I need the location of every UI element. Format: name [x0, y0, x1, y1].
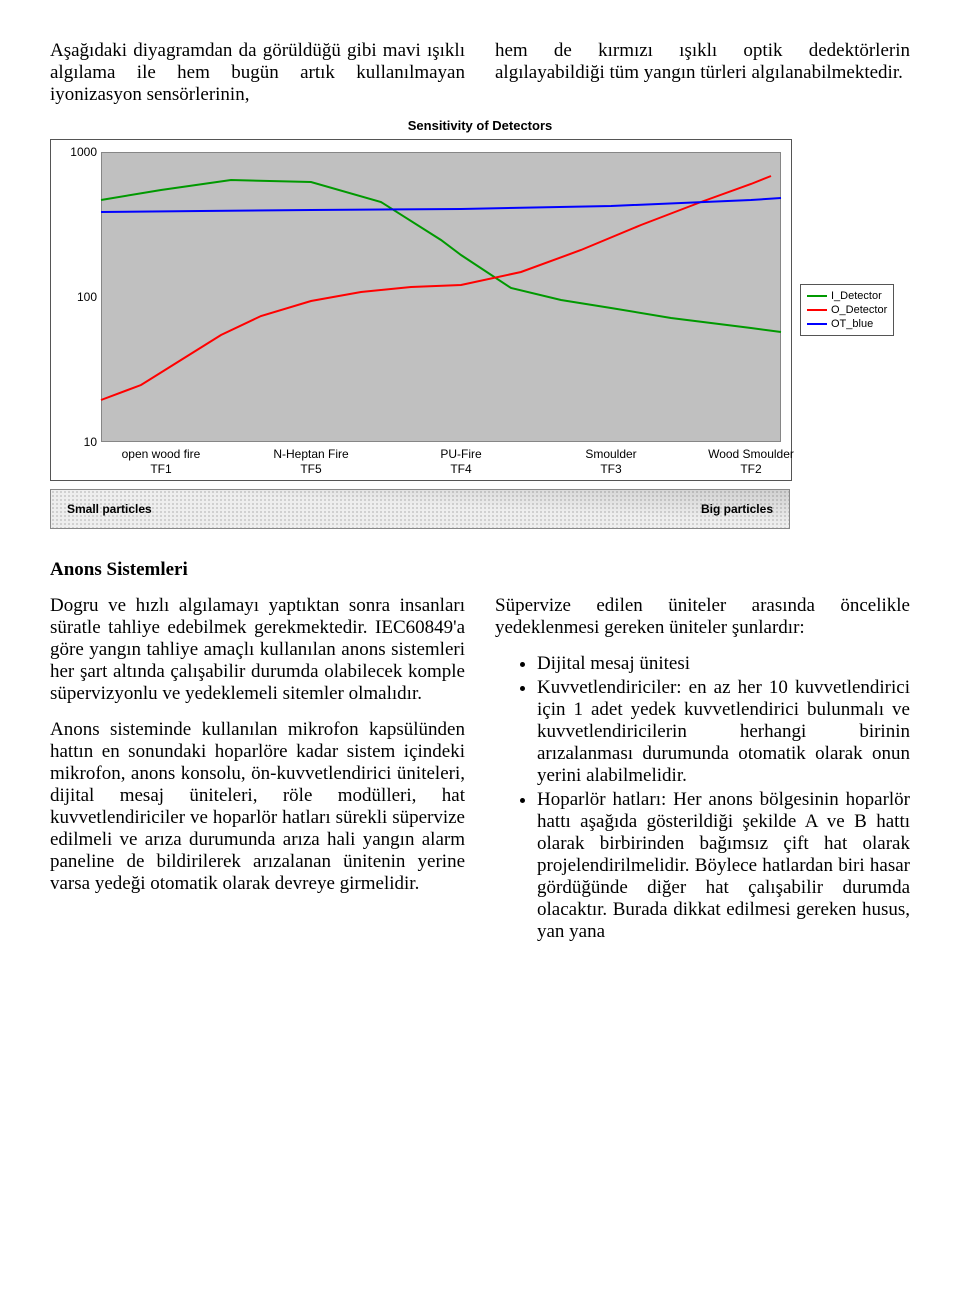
x-axis-tick: open wood fireTF1	[101, 447, 221, 476]
intro-paragraphs: Aşağıdaki diyagramdan da görüldüğü gibi …	[50, 40, 910, 106]
legend-item: O_Detector	[807, 303, 887, 317]
particles-right-label: Big particles	[701, 502, 773, 516]
legend-swatch	[807, 295, 827, 297]
particle-size-bar: Small particles Big particles	[50, 489, 790, 529]
sensitivity-chart: Sensitivity of Detectors 10 100 1000 open …	[50, 118, 910, 529]
chart-plot-area: 10 100 1000 open wood fireTF1 N-Heptan Fire…	[50, 139, 792, 481]
legend-swatch	[807, 323, 827, 325]
body-right-intro: Süpervize edilen üniteler arasında öncel…	[495, 595, 910, 639]
list-item: Dijital mesaj ünitesi	[537, 653, 910, 675]
list-item: Kuvvetlendiriciler: en az her 10 kuvvetl…	[537, 677, 910, 787]
legend-label: O_Detector	[831, 304, 887, 316]
x-axis-tick: Wood SmoulderTF2	[691, 447, 811, 476]
body-right-list: Dijital mesaj ünitesi Kuvvetlendiriciler…	[495, 653, 910, 943]
x-axis-tick: SmoulderTF3	[551, 447, 671, 476]
intro-left: Aşağıdaki diyagramdan da görüldüğü gibi …	[50, 40, 465, 106]
y-axis-tick: 100	[51, 290, 97, 304]
y-axis-tick: 1000	[51, 145, 97, 159]
legend-item: OT_blue	[807, 317, 887, 331]
particles-left-label: Small particles	[67, 502, 152, 516]
list-item: Hoparlör hatları: Her anons bölgesinin h…	[537, 789, 910, 943]
legend-label: I_Detector	[831, 290, 882, 302]
legend-label: OT_blue	[831, 318, 873, 330]
section-title: Anons Sistemleri	[50, 559, 910, 581]
legend-swatch	[807, 309, 827, 311]
y-axis-tick: 10	[51, 435, 97, 449]
x-axis-tick: PU-FireTF4	[401, 447, 521, 476]
body-columns: Dogru ve hızlı algılamayı yaptıktan sonr…	[50, 595, 910, 949]
x-axis-tick: N-Heptan FireTF5	[251, 447, 371, 476]
body-left-p1: Dogru ve hızlı algılamayı yaptıktan sonr…	[50, 595, 465, 705]
chart-legend: I_Detector O_Detector OT_blue	[800, 284, 894, 336]
body-left-p2: Anons sisteminde kullanılan mikrofon kap…	[50, 719, 465, 895]
chart-title: Sensitivity of Detectors	[50, 118, 910, 133]
legend-item: I_Detector	[807, 289, 887, 303]
chart-svg	[51, 140, 791, 480]
intro-right: hem de kırmızı ışıklı optik dedektörleri…	[495, 40, 910, 106]
